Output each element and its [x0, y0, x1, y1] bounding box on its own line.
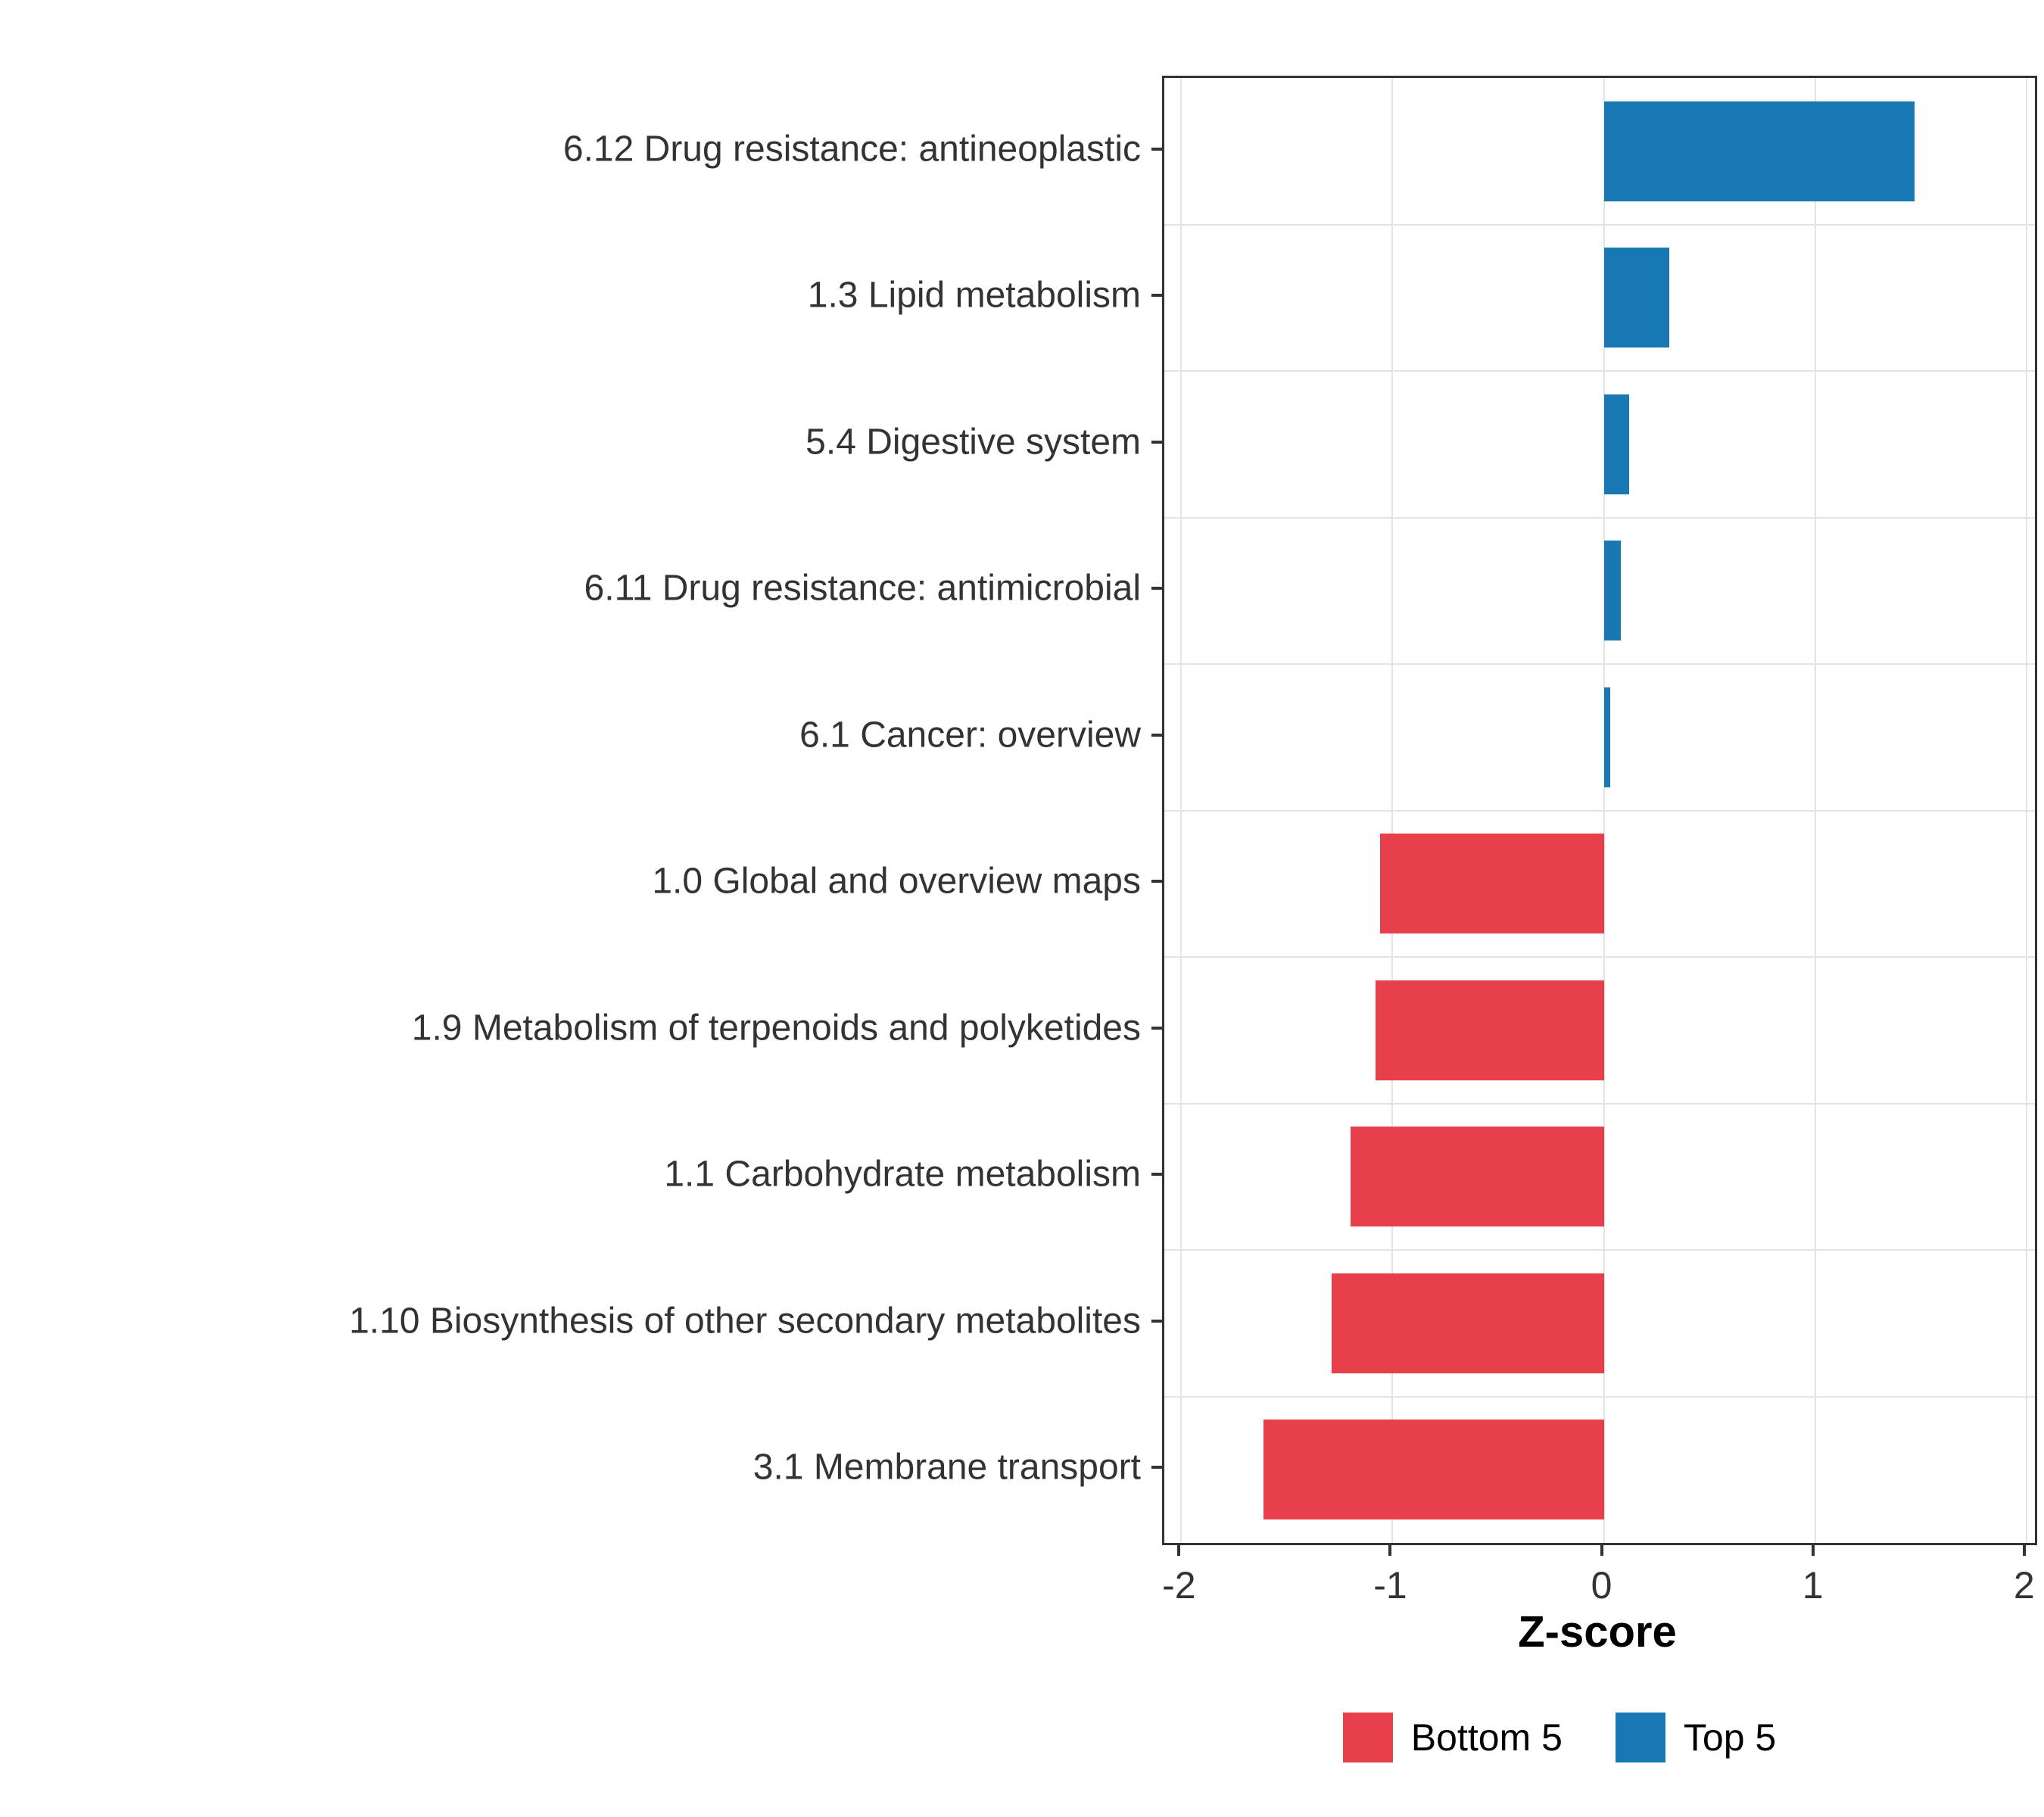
bar: [1603, 687, 1610, 787]
gridline-horizontal: [1164, 956, 2035, 958]
legend-label: Top 5: [1683, 1716, 1777, 1759]
y-axis-label: 1.0 Global and overview maps: [652, 861, 1141, 902]
x-axis-title: Z-score: [1518, 1607, 1677, 1656]
plot-panel: [1162, 76, 2037, 1545]
x-axis-tick: [1811, 1545, 1815, 1556]
x-axis-tick: [1600, 1545, 1603, 1556]
y-axis-tick: [1151, 440, 1162, 444]
y-axis-tick: [1151, 587, 1162, 591]
y-axis-label: 6.11 Drug resistance: antimicrobial: [584, 568, 1141, 609]
y-axis-label: 6.1 Cancer: overview: [799, 715, 1141, 756]
bar: [1603, 101, 1915, 201]
bar: [1263, 1420, 1604, 1520]
x-tick-label: -2: [1162, 1564, 1196, 1607]
gridline-horizontal: [1164, 516, 2035, 519]
y-axis-tick: [1151, 1026, 1162, 1030]
y-axis-tick: [1151, 1173, 1162, 1177]
gridline-horizontal: [1164, 809, 2035, 812]
y-axis-tick: [1151, 880, 1162, 884]
y-axis-tick: [1151, 1466, 1162, 1469]
bar: [1379, 834, 1604, 934]
y-axis-label: 6.12 Drug resistance: antineoplastic: [562, 129, 1141, 170]
y-axis-tick: [1151, 147, 1162, 151]
y-axis-label: 5.4 Digestive system: [805, 422, 1141, 463]
gridline-horizontal: [1164, 1249, 2035, 1251]
x-tick-label: -1: [1373, 1564, 1407, 1607]
legend-item: Bottom 5: [1342, 1713, 1563, 1762]
bar: [1331, 1273, 1604, 1373]
y-axis-tick: [1151, 1319, 1162, 1323]
gridline-horizontal: [1164, 223, 2035, 226]
y-axis-label: 3.1 Membrane transport: [752, 1447, 1141, 1488]
bar: [1603, 541, 1621, 641]
x-axis-tick: [1388, 1545, 1392, 1556]
legend-swatch: [1342, 1713, 1393, 1762]
y-axis-label: 1.10 Biosynthesis of other secondary met…: [349, 1301, 1141, 1342]
x-axis-tick: [1177, 1545, 1181, 1556]
y-axis-tick: [1151, 294, 1162, 298]
gridline-horizontal: [1164, 1102, 2035, 1105]
gridline-horizontal: [1164, 1395, 2035, 1398]
y-axis-label: 1.9 Metabolism of terpenoids and polyket…: [411, 1008, 1141, 1049]
x-tick-label: 0: [1591, 1564, 1612, 1607]
y-axis-tick: [1151, 733, 1162, 737]
gridline-horizontal: [1164, 370, 2035, 372]
bar: [1376, 980, 1604, 1080]
y-axis-label: 1.1 Carbohydrate metabolism: [664, 1154, 1141, 1195]
bar: [1603, 248, 1670, 348]
x-tick-label: 1: [1802, 1564, 1824, 1607]
x-tick-label: 2: [2013, 1564, 2035, 1607]
legend-swatch: [1615, 1713, 1665, 1762]
bar: [1603, 394, 1630, 494]
legend-label: Bottom 5: [1410, 1716, 1563, 1759]
bar: [1350, 1127, 1604, 1227]
y-axis-label: 1.3 Lipid metabolism: [807, 275, 1141, 316]
legend: Bottom 5 Top 5: [1086, 1700, 2033, 1775]
gridline-horizontal: [1164, 663, 2035, 665]
legend-item: Top 5: [1615, 1713, 1777, 1762]
x-axis-tick: [2022, 1545, 2026, 1556]
